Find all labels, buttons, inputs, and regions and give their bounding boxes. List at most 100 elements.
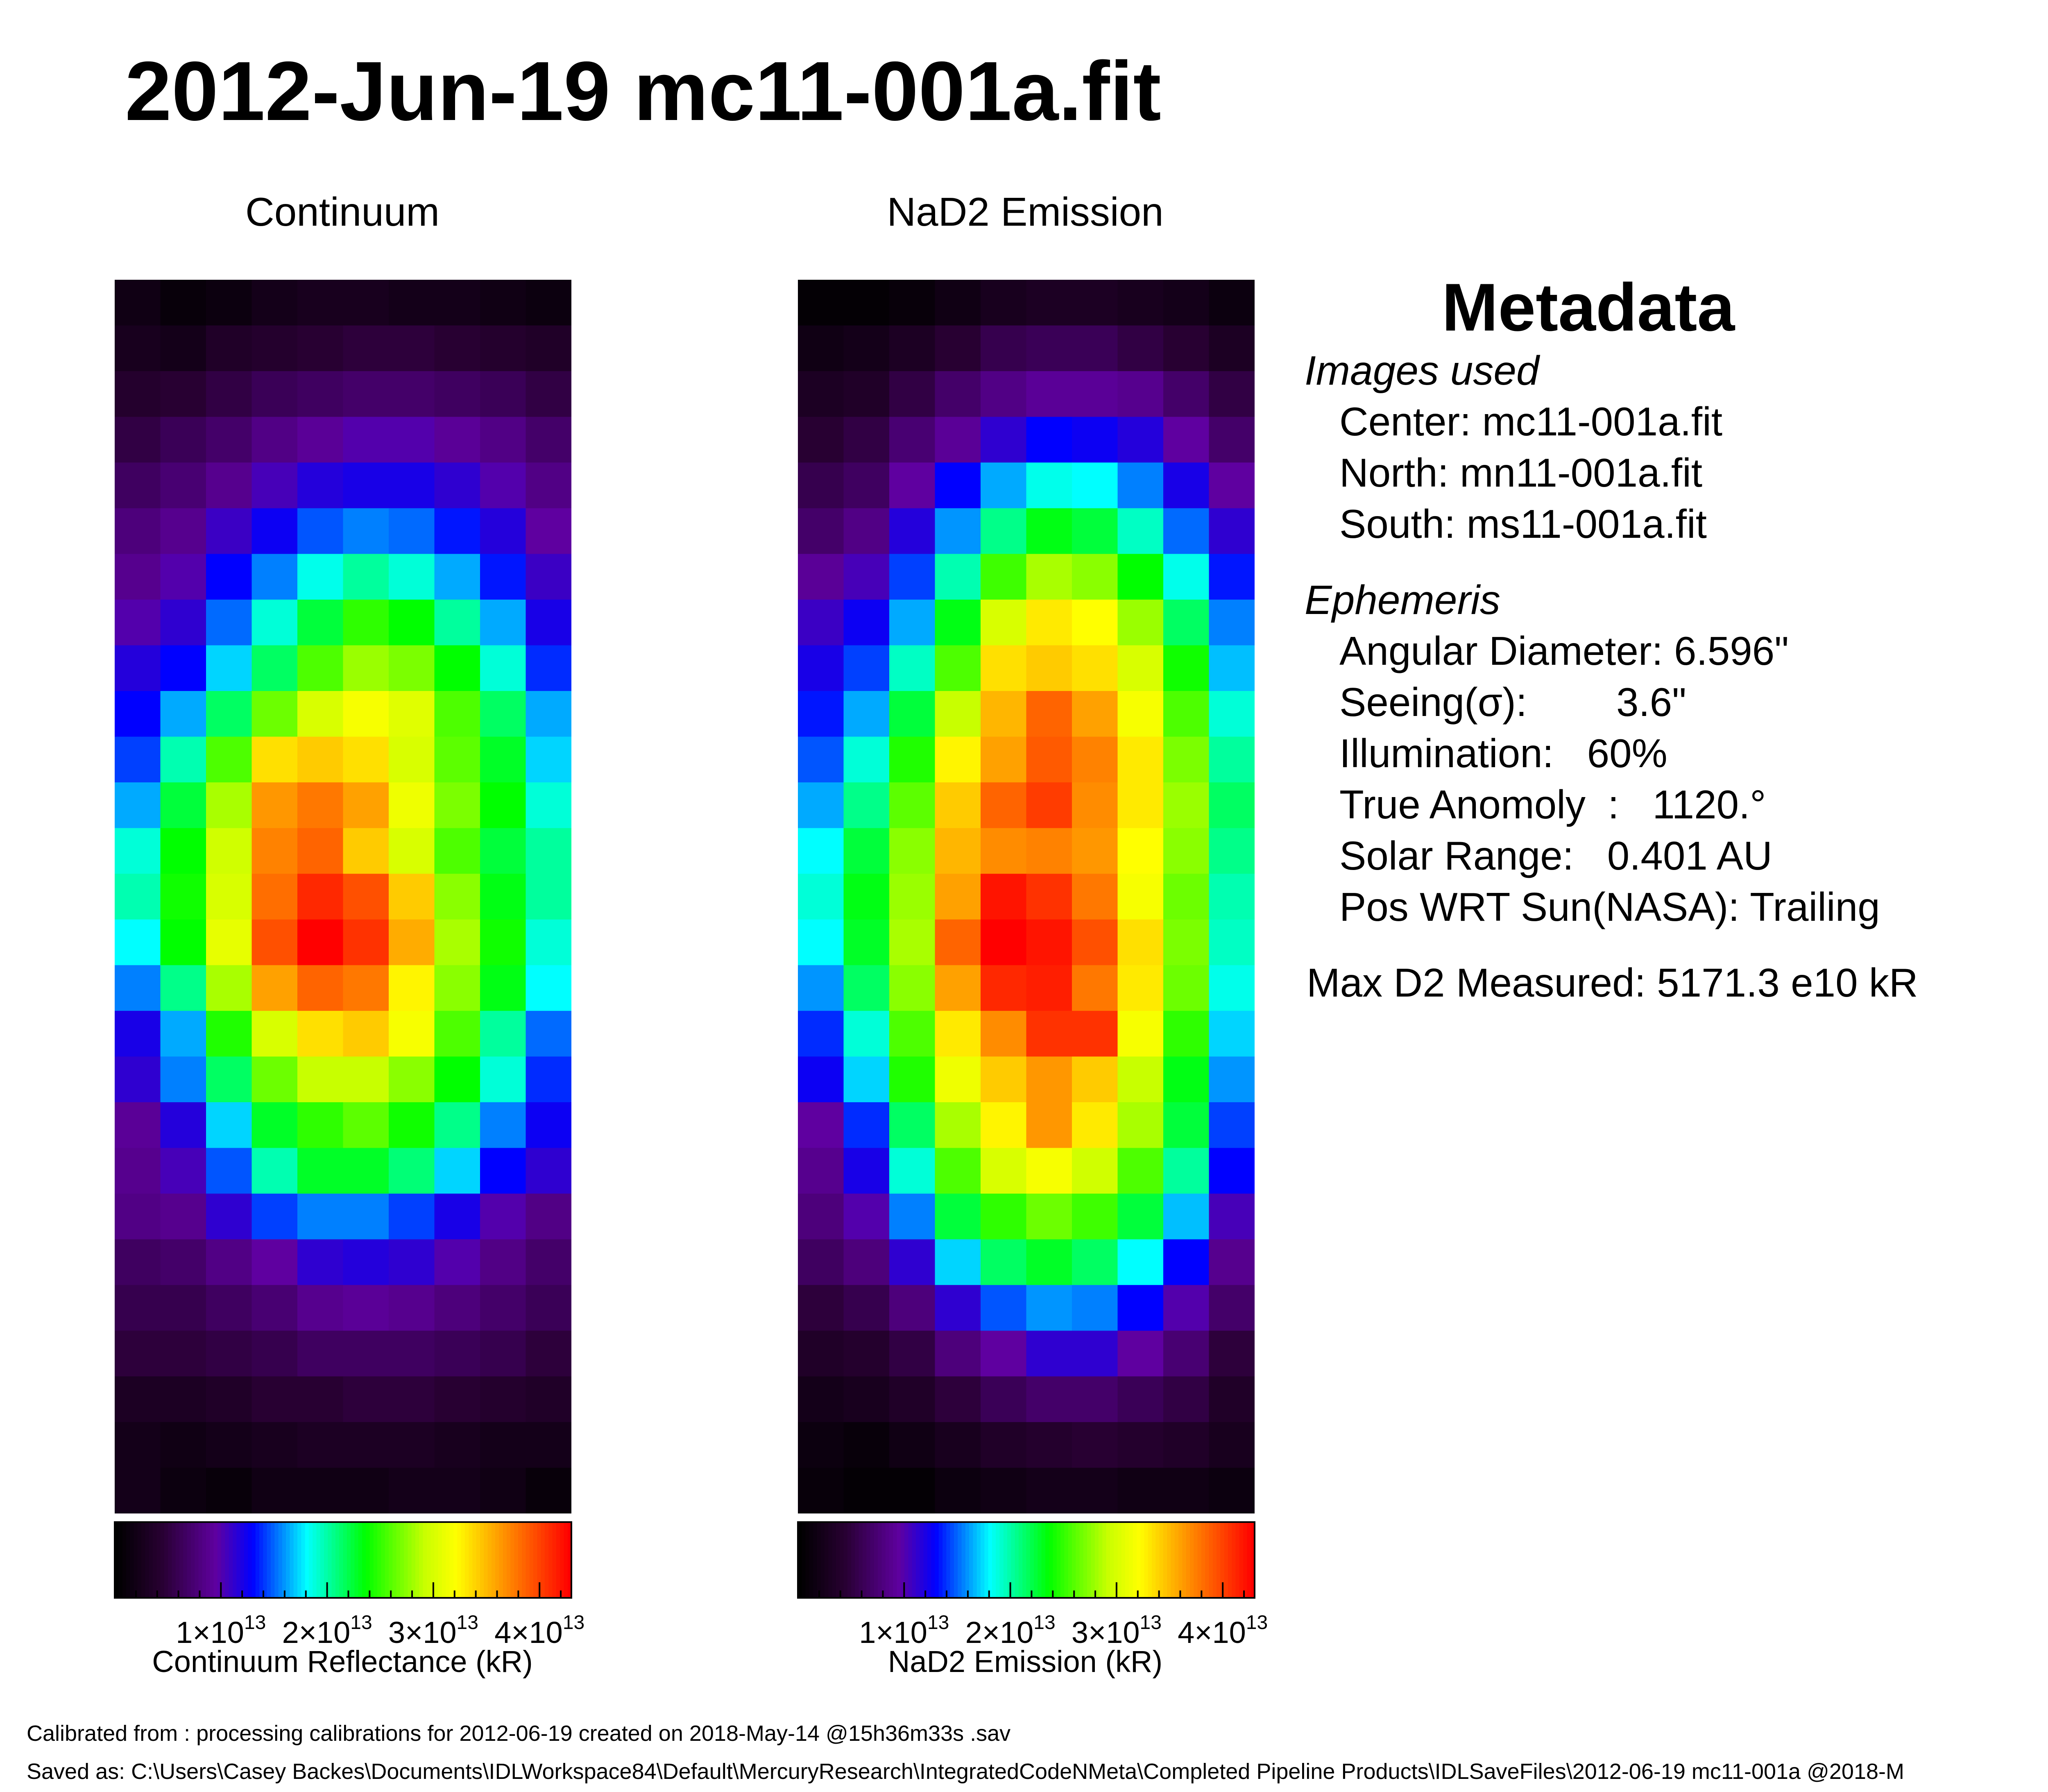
nad2-colorbar-segment	[1167, 1522, 1171, 1598]
continuum-cell-r15-c1	[160, 965, 206, 1011]
continuum-cell-r15-c8	[480, 965, 526, 1011]
nad2-cell-r5-c9	[1209, 508, 1255, 554]
nad2-cell-r21-c9	[1209, 1239, 1255, 1285]
nad2-cell-r13-c2	[889, 874, 936, 920]
nad2-cell-r1-c6	[1072, 325, 1118, 372]
continuum-colorbar-segment	[179, 1522, 184, 1598]
continuum-cell-r26-c5	[343, 1468, 389, 1513]
nad2-cell-r2-c0	[798, 371, 844, 417]
nad2-colorbar-segment	[1110, 1522, 1115, 1598]
continuum-cell-r17-c2	[206, 1056, 252, 1103]
continuum-colorbar-segment	[453, 1522, 458, 1598]
continuum-colorbar-segment	[267, 1522, 271, 1598]
nad2-colorbar-segment	[973, 1522, 977, 1598]
continuum-colorbar-segment	[316, 1522, 321, 1598]
nad2-cell-r2-c6	[1072, 371, 1118, 417]
continuum-colorbar-segment	[491, 1522, 496, 1598]
continuum-cell-r8-c3	[251, 645, 298, 691]
nad2-cell-r4-c0	[798, 462, 844, 509]
continuum-colorbar-segment	[411, 1522, 416, 1598]
nad2-cell-r2-c2	[889, 371, 936, 417]
nad2-cell-r14-c5	[1026, 919, 1072, 965]
continuum-cell-r4-c7	[434, 462, 480, 509]
continuum-cell-r4-c6	[389, 462, 435, 509]
continuum-colorbar-tick-label-2: 3×1013	[388, 1612, 478, 1649]
continuum-colorbar-segment	[381, 1522, 385, 1598]
nad2-cell-r24-c1	[843, 1376, 890, 1423]
nad2-cell-r2-c8	[1163, 371, 1210, 417]
continuum-cell-r18-c9	[526, 1102, 571, 1149]
nad2-cell-r20-c3	[935, 1194, 981, 1240]
nad2-cell-r2-c4	[981, 371, 1027, 417]
continuum-cell-r9-c3	[251, 691, 298, 737]
nad2-cell-r3-c0	[798, 417, 844, 463]
nad2-cell-r0-c7	[1117, 280, 1164, 326]
continuum-colorbar-tick-label-1: 2×1013	[282, 1612, 372, 1649]
continuum-cell-r2-c5	[343, 371, 389, 417]
nad2-colorbar-segment	[847, 1522, 852, 1598]
continuum-cell-r12-c5	[343, 828, 389, 874]
nad2-colorbar-segment	[1140, 1522, 1145, 1598]
nad2-cell-r16-c6	[1072, 1010, 1118, 1057]
nad2-cell-r23-c5	[1026, 1330, 1072, 1377]
continuum-colorbar-segment	[495, 1522, 500, 1598]
nad2-colorbar-segment	[1083, 1522, 1087, 1598]
continuum-cell-r3-c7	[434, 417, 480, 463]
images-used-heading: Images used	[1305, 348, 1539, 394]
nad2-cell-r8-c2	[889, 645, 936, 691]
continuum-colorbar-segment	[526, 1522, 530, 1598]
nad2-colorbar-segment	[958, 1522, 962, 1598]
continuum-colorbar-segment	[426, 1522, 431, 1598]
nad2-cell-r5-c7	[1117, 508, 1164, 554]
nad2-colorbar-segment	[1148, 1522, 1152, 1598]
nad2-cell-r0-c9	[1209, 280, 1255, 326]
nad2-cell-r4-c5	[1026, 462, 1072, 509]
nad2-cell-r17-c3	[935, 1056, 981, 1103]
continuum-cell-r8-c7	[434, 645, 480, 691]
continuum-colorbar-segment	[544, 1522, 549, 1598]
continuum-cell-r22-c3	[251, 1285, 298, 1331]
continuum-cell-r10-c2	[206, 736, 252, 783]
nad2-colorbar-segment	[825, 1522, 829, 1598]
continuum-colorbar-segment	[419, 1522, 424, 1598]
nad2-cell-r18-c2	[889, 1102, 936, 1149]
nad2-colorbar-segment	[1182, 1522, 1187, 1598]
continuum-cell-r19-c0	[115, 1148, 161, 1194]
nad2-cell-r16-c5	[1026, 1010, 1072, 1057]
nad2-cell-r19-c8	[1163, 1148, 1210, 1194]
continuum-cell-r24-c9	[526, 1376, 571, 1423]
nad2-cell-r5-c1	[843, 508, 890, 554]
continuum-colorbar-segment	[282, 1522, 286, 1598]
nad2-colorbar-segment	[1205, 1522, 1210, 1598]
nad2-cell-r10-c7	[1117, 736, 1164, 783]
illumination-line: Illumination: 60%	[1339, 731, 1667, 776]
nad2-cell-r1-c4	[981, 325, 1027, 372]
nad2-colorbar-segment	[1034, 1522, 1038, 1598]
nad2-cell-r15-c8	[1163, 965, 1210, 1011]
nad2-cell-r22-c8	[1163, 1285, 1210, 1331]
nad2-cell-r15-c0	[798, 965, 844, 1011]
nad2-cell-r23-c0	[798, 1330, 844, 1377]
nad2-cell-r8-c6	[1072, 645, 1118, 691]
nad2-cell-r15-c7	[1117, 965, 1164, 1011]
nad2-colorbar-segment	[935, 1522, 939, 1598]
continuum-cell-r22-c0	[115, 1285, 161, 1331]
nad2-colorbar-segment	[832, 1522, 836, 1598]
continuum-cell-r24-c1	[160, 1376, 206, 1423]
nad2-cell-r6-c7	[1117, 554, 1164, 600]
nad2-cell-r26-c1	[843, 1468, 890, 1513]
nad2-cell-r23-c6	[1072, 1330, 1118, 1377]
continuum-cell-r1-c5	[343, 325, 389, 372]
continuum-cell-r12-c9	[526, 828, 571, 874]
nad2-colorbar-segment	[885, 1522, 890, 1598]
continuum-cell-r12-c8	[480, 828, 526, 874]
continuum-colorbar-segment	[351, 1522, 355, 1598]
continuum-cell-r18-c8	[480, 1102, 526, 1149]
nad2-cell-r14-c1	[843, 919, 890, 965]
nad2-cell-r9-c1	[843, 691, 890, 737]
nad2-cell-r19-c0	[798, 1148, 844, 1194]
continuum-colorbar-segment	[396, 1522, 401, 1598]
nad2-cell-r17-c6	[1072, 1056, 1118, 1103]
nad2-cell-r17-c2	[889, 1056, 936, 1103]
continuum-colorbar-segment	[141, 1522, 146, 1598]
